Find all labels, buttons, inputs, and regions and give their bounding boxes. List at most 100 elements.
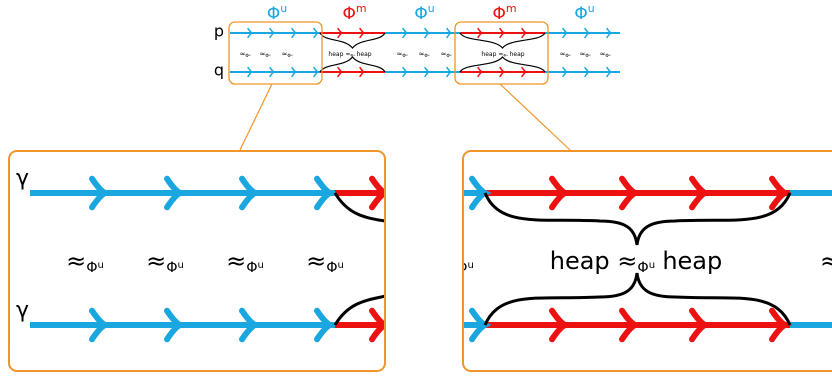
text-part: ≈ (579, 50, 585, 58)
text-part: heap (510, 51, 525, 58)
relation-label: ≈Φu (306, 247, 344, 276)
arrow-head (606, 27, 613, 39)
gamma-label: γ (16, 298, 29, 323)
arrow-head (584, 27, 591, 39)
text-part: u (428, 53, 430, 57)
relation-label: ≈Φu (436, 247, 474, 276)
text-part: ≈ (440, 50, 446, 58)
text-part: u (338, 260, 344, 271)
arrow-head (477, 66, 484, 78)
relation-label: ≈Φu (226, 247, 264, 276)
row-label: p (214, 22, 224, 41)
arrow-head (269, 27, 276, 39)
text-part: m (356, 2, 367, 15)
segment-label: Φu (267, 2, 287, 24)
arrow-head (291, 27, 298, 39)
arrow-head (477, 27, 484, 39)
text-part: ≈ (146, 247, 166, 275)
text-part: ≈ (559, 50, 565, 58)
arrow-head (247, 66, 254, 78)
text-part: u (280, 2, 287, 15)
heap-relation: heap ≈Φu heap (328, 51, 371, 58)
arrow-head (359, 66, 366, 78)
segment-label: Φu (574, 2, 594, 24)
text-part: u (178, 260, 184, 271)
text-part: ≈ (281, 50, 287, 58)
text-part: Φ (503, 54, 506, 58)
arrow-head (689, 307, 712, 343)
arrow-head (247, 27, 254, 39)
relation-label: ≈Φu (579, 50, 590, 58)
heap-relation: heap ≈Φu heap (550, 247, 723, 276)
relation-label: ≈Φu (440, 50, 451, 58)
relation-label: ≈Φu (239, 50, 250, 58)
heap-brace (483, 272, 792, 326)
arrow-head (606, 66, 613, 78)
text-part: Φ (637, 260, 648, 276)
relation-label: ≈Φu (66, 247, 104, 276)
relation-label: ≈Φu (820, 247, 832, 276)
text-part: heap (328, 51, 343, 58)
text-part: u (506, 54, 508, 57)
arrow-head (619, 307, 642, 343)
text-part: Φ (446, 53, 450, 58)
arrow-head (313, 27, 320, 39)
text-part: u (588, 2, 595, 15)
arrow-head (369, 175, 385, 211)
text-part: ≈ (418, 50, 424, 58)
arrow-head (446, 27, 453, 39)
text-part: Φ (424, 53, 428, 58)
relation-label: ≈Φu (396, 50, 407, 58)
text-part: u (609, 53, 611, 57)
text-part: Φ (492, 4, 505, 24)
text-part: ≈ (498, 51, 503, 58)
text-part: Φ (86, 260, 97, 276)
arrow-head (521, 27, 528, 39)
arrow-head (619, 175, 642, 211)
arrow-head (769, 175, 792, 211)
text-part: Φ (245, 53, 249, 58)
arrow-head (521, 66, 528, 78)
arrow-head (499, 27, 506, 39)
text-part: m (506, 2, 517, 15)
row-label: q (214, 61, 224, 80)
text-part: ≈ (617, 247, 637, 275)
text-part: u (569, 53, 571, 57)
arrow-head (584, 66, 591, 78)
segment-label: Φm (342, 2, 366, 24)
text-part: heap (481, 51, 496, 58)
text-part: u (589, 53, 591, 57)
arrow-head (291, 66, 298, 78)
relation-label: ≈Φu (418, 50, 429, 58)
arrow-head (424, 27, 431, 39)
arrow-head (313, 66, 320, 78)
text-part: u (450, 53, 452, 57)
arrow-head (499, 66, 506, 78)
text-part: heap (662, 247, 722, 275)
text-part: ≈ (345, 51, 350, 58)
arrow-head (424, 66, 431, 78)
arrow-head (402, 66, 409, 78)
heap-relation: heap ≈Φu heap (481, 51, 524, 58)
arrow-head (314, 175, 337, 211)
zoom-connector (499, 83, 571, 151)
text-part: Φ (574, 4, 587, 24)
text-part: Φ (342, 4, 355, 24)
arrow-head (562, 66, 569, 78)
arrow-head (359, 27, 366, 39)
arrow-head (314, 307, 337, 343)
text-part: u (467, 260, 473, 271)
text-part: ≈ (599, 50, 605, 58)
relation-label: ≈Φu (559, 50, 570, 58)
heap-brace (483, 192, 792, 246)
heap-brace (459, 32, 546, 73)
arrow-head (369, 307, 385, 343)
zoom-box (462, 150, 832, 372)
arrow-head (89, 175, 112, 211)
text-part: heap (550, 247, 610, 275)
relation-label: ≈Φu (146, 247, 184, 276)
arrow-head (164, 175, 187, 211)
focus-box (454, 21, 549, 85)
